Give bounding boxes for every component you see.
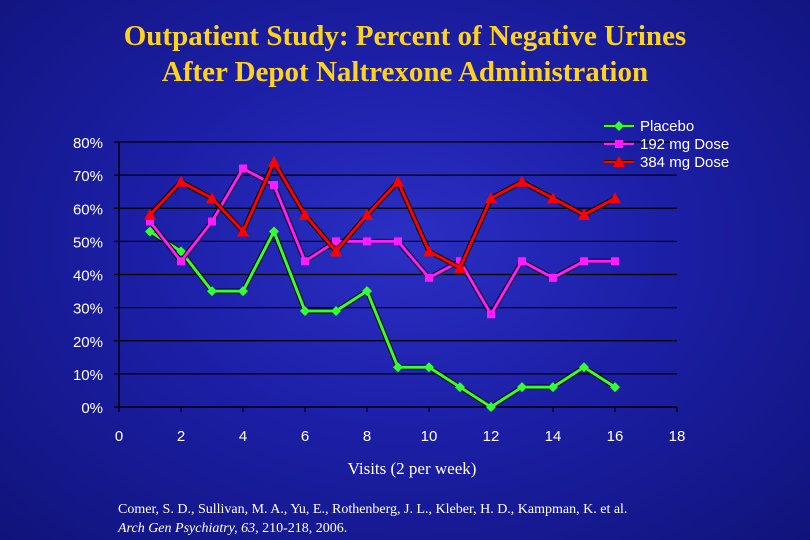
data-point xyxy=(361,208,373,220)
x-tick-label: 16 xyxy=(607,428,624,445)
data-point xyxy=(208,217,216,226)
data-point xyxy=(237,225,249,237)
data-point xyxy=(611,257,619,266)
x-tick-label: 4 xyxy=(239,428,247,445)
series-line-shadow xyxy=(148,228,617,410)
data-point xyxy=(580,257,588,266)
x-tick-labels: 0 2 4 6 8 10 12 14 16 18 xyxy=(115,428,686,445)
data-point xyxy=(270,181,278,190)
data-point xyxy=(332,237,340,246)
legend-marker xyxy=(615,140,623,148)
data-point xyxy=(548,382,558,393)
data-point xyxy=(330,245,342,257)
data-point xyxy=(144,208,156,220)
y-tick-label: 60% xyxy=(73,201,103,218)
x-tick-label: 2 xyxy=(177,428,185,445)
citation: Comer, S. D., Sullivan, M. A., Yu, E., R… xyxy=(118,500,798,538)
data-point xyxy=(238,286,248,297)
data-point xyxy=(301,257,309,266)
data-point xyxy=(578,208,590,220)
legend-marker xyxy=(614,121,624,131)
y-tick-label: 70% xyxy=(73,168,103,185)
axes xyxy=(114,141,678,412)
data-point xyxy=(300,305,310,316)
x-tick-label: 6 xyxy=(301,428,309,445)
series-placebo xyxy=(145,226,620,412)
data-point xyxy=(516,175,528,187)
data-point xyxy=(206,192,218,204)
data-point xyxy=(423,245,435,257)
x-tick-label: 8 xyxy=(363,428,371,445)
y-tick-label: 80% xyxy=(73,135,103,152)
data-point xyxy=(299,208,311,220)
data-point xyxy=(456,257,464,266)
gridlines xyxy=(119,141,677,375)
data-point xyxy=(176,246,186,257)
data-point xyxy=(145,226,155,237)
series-line xyxy=(149,229,616,409)
data-point xyxy=(609,192,621,204)
data-point xyxy=(392,175,404,187)
chart-title-line-1: Outpatient Study: Percent of Negative Ur… xyxy=(123,20,687,52)
data-point xyxy=(610,382,620,393)
legend-label: Placebo xyxy=(640,118,694,135)
x-tick-label: 14 xyxy=(545,428,562,445)
y-tick-label: 20% xyxy=(73,334,103,351)
data-point xyxy=(487,310,495,319)
data-point xyxy=(579,362,589,373)
x-tick-label: 18 xyxy=(669,428,686,445)
series-384-mg-dose xyxy=(144,155,621,273)
citation-volume: 63 xyxy=(241,521,256,536)
data-point xyxy=(454,261,466,273)
data-point xyxy=(239,164,247,173)
data-point xyxy=(207,286,217,297)
series-line xyxy=(148,160,616,270)
legend-label: 384 mg Dose xyxy=(640,154,729,171)
series-192-mg-dose xyxy=(146,164,619,319)
chart-title-line-2: After Depot Naltrexone Administration xyxy=(161,56,649,88)
data-point xyxy=(455,382,465,393)
y-tick-label: 10% xyxy=(73,367,103,384)
data-point xyxy=(394,237,402,246)
legend-marker xyxy=(613,156,625,167)
data-point xyxy=(425,273,433,282)
data-series xyxy=(144,155,621,412)
data-point xyxy=(268,155,280,167)
data-point xyxy=(518,257,526,266)
data-point xyxy=(175,175,187,187)
series-line-shadow xyxy=(148,159,617,271)
x-axis-label: Visits (2 per week) xyxy=(348,459,477,478)
data-point xyxy=(146,217,154,226)
data-point xyxy=(485,192,497,204)
citation-source: Arch Gen Psychiatry, 63, 210-218, 2006. xyxy=(118,521,348,536)
y-tick-labels: 0% 10% 20% 30% 40% 50% 60% 70% 80% xyxy=(73,135,103,417)
x-tick-label: 12 xyxy=(483,428,500,445)
data-point xyxy=(486,402,496,412)
y-tick-label: 40% xyxy=(73,268,103,285)
citation-authors: Comer, S. D., Sullivan, M. A., Yu, E., R… xyxy=(118,502,628,517)
citation-journal: Arch Gen Psychiatry xyxy=(118,521,235,536)
legend-label: 192 mg Dose xyxy=(640,136,729,153)
y-tick-label: 0% xyxy=(81,400,103,417)
y-tick-label: 50% xyxy=(73,234,103,251)
data-point xyxy=(517,382,527,393)
data-point xyxy=(547,192,559,204)
data-point xyxy=(363,237,371,246)
data-point xyxy=(331,305,341,316)
citation-pages: , 210-218, 2006. xyxy=(255,521,348,536)
y-tick-label: 30% xyxy=(73,301,103,318)
series-line xyxy=(148,167,615,316)
data-point xyxy=(177,257,185,266)
data-point xyxy=(424,362,434,373)
x-tick-label: 10 xyxy=(421,428,438,445)
x-tick-label: 0 xyxy=(115,428,123,445)
data-point xyxy=(269,226,279,237)
data-point xyxy=(393,362,403,373)
data-point xyxy=(549,273,557,282)
chart-title: Outpatient Study: Percent of Negative Ur… xyxy=(0,18,810,90)
data-point xyxy=(362,286,372,297)
